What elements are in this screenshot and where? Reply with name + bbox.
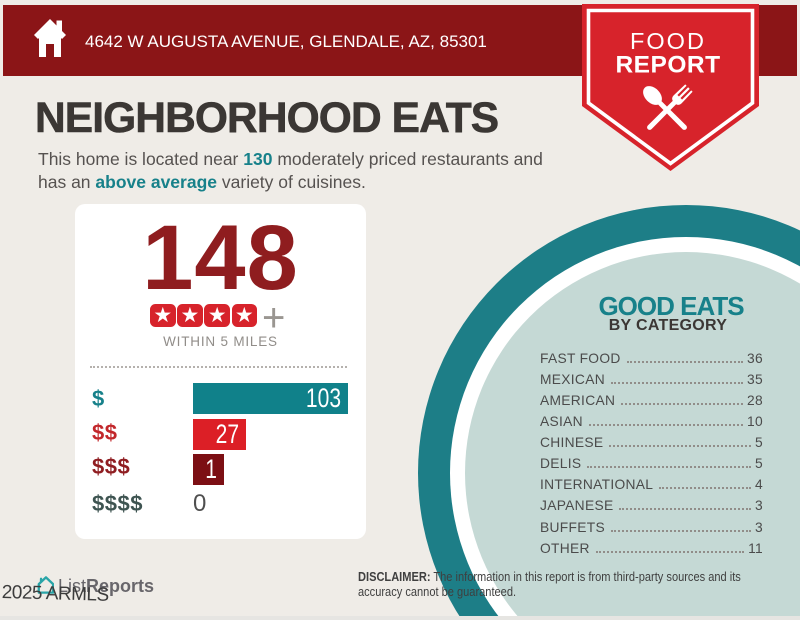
svg-text:REPORT: REPORT [615, 52, 720, 79]
svg-text:FOOD: FOOD [630, 28, 706, 54]
